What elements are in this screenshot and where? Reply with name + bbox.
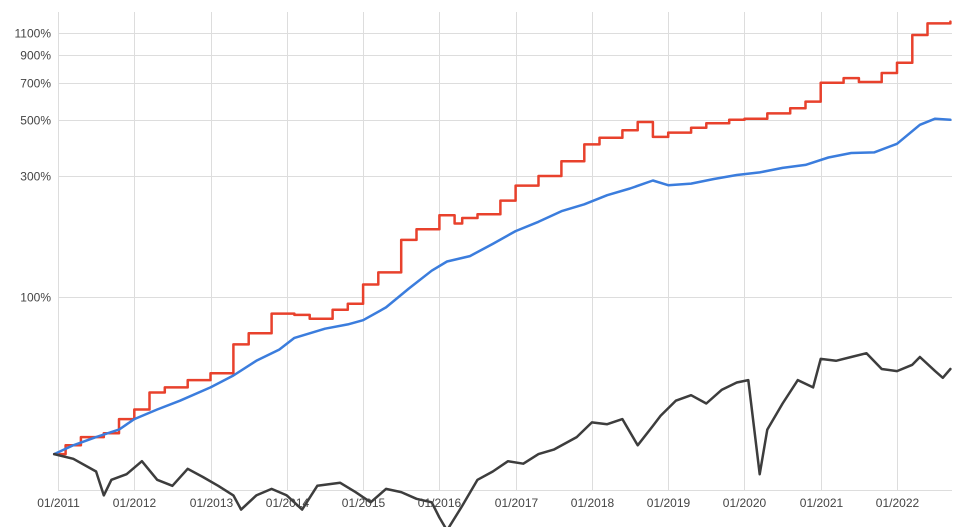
x-tick-label: 01/2014 bbox=[266, 496, 310, 510]
x-tick-label: 01/2017 bbox=[495, 496, 539, 510]
y-tick-label: 700% bbox=[20, 77, 51, 91]
y-tick-label: 500% bbox=[20, 114, 51, 128]
series-layer bbox=[52, 20, 952, 527]
series-line-1 bbox=[52, 20, 952, 456]
y-tick-label: 300% bbox=[20, 170, 51, 184]
x-tick-label: 01/2012 bbox=[113, 496, 157, 510]
x-tick-label: 01/2016 bbox=[418, 496, 462, 510]
series-line-2 bbox=[52, 117, 952, 456]
y-tick-label: 1100% bbox=[15, 27, 52, 41]
x-tick-label: 01/2011 bbox=[37, 496, 80, 510]
x-tick-label: 01/2021 bbox=[800, 496, 844, 510]
x-tick-label: 01/2015 bbox=[342, 496, 386, 510]
gridlines bbox=[58, 12, 952, 491]
x-tick-label: 01/2013 bbox=[190, 496, 234, 510]
series-line-3 bbox=[52, 351, 952, 527]
x-tick-label: 01/2020 bbox=[723, 496, 767, 510]
y-tick-label: 900% bbox=[20, 49, 51, 63]
y-axis-ticks: 100% 300% 500% 700% 900% 1100% bbox=[15, 27, 52, 305]
x-tick-label: 01/2022 bbox=[876, 496, 920, 510]
y-tick-label: 100% bbox=[20, 291, 51, 305]
x-tick-label: 01/2019 bbox=[647, 496, 691, 510]
x-tick-label: 01/2018 bbox=[571, 496, 615, 510]
x-axis-ticks: 01/2011 01/2012 01/2013 01/2014 01/2015 01/20… bbox=[37, 496, 919, 510]
